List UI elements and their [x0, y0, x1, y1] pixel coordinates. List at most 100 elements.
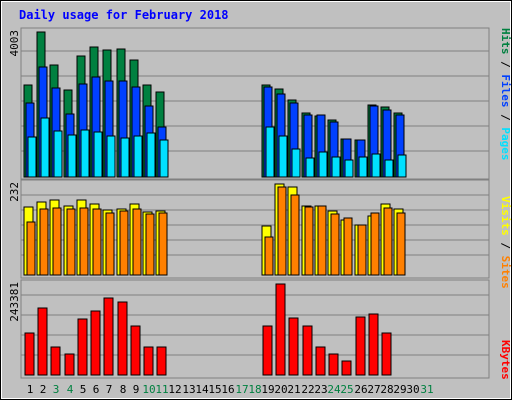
- bar-kbytes-day-9: [130, 325, 141, 376]
- bar-kbytes-day-11: [156, 346, 167, 376]
- bar-sites-day-25: [343, 217, 353, 276]
- bar-pages-day-3: [53, 130, 63, 178]
- bar-pages-day-20: [278, 135, 288, 178]
- legend-hits: Hits: [499, 28, 512, 55]
- bar-pages-day-4: [67, 134, 77, 178]
- x-label-day-13: 13: [182, 383, 195, 396]
- bar-sites-day-1: [26, 221, 36, 276]
- x-label-day-15: 15: [208, 383, 221, 396]
- bar-sites-day-24: [330, 213, 340, 276]
- bar-pages-day-26: [358, 156, 368, 178]
- chart-title: Daily usage for February 2018: [19, 8, 229, 22]
- legend-pages: Pages: [499, 127, 512, 160]
- panel-3-legend: KBytes: [499, 340, 512, 380]
- bar-sites-day-27: [370, 212, 380, 276]
- bar-sites-day-19: [264, 236, 274, 276]
- bar-kbytes-day-28: [381, 332, 392, 376]
- bar-kbytes-day-8: [117, 301, 128, 376]
- svg-text:KBytes: KBytes: [499, 340, 512, 380]
- x-label-day-30: 30: [406, 383, 419, 396]
- bar-kbytes-day-25: [341, 360, 352, 376]
- bar-kbytes-day-3: [50, 346, 61, 376]
- x-label-day-5: 5: [80, 383, 87, 396]
- panel-2-bars: [23, 183, 406, 276]
- bar-pages-day-7: [106, 135, 116, 178]
- x-axis-day-labels: 1 2 3 4 5 6 7 8 9 10 11 12 13 14 15 16 17 18 19 20 21 22 23 24 2…: [27, 383, 434, 396]
- x-label-day-23: 23: [314, 383, 327, 396]
- bar-sites-day-22: [304, 206, 314, 276]
- bar-sites-day-11: [158, 212, 168, 276]
- bar-sites-day-3: [52, 207, 62, 276]
- bar-pages-day-21: [291, 148, 301, 178]
- x-label-day-3: 3: [53, 383, 60, 396]
- bar-pages-day-22: [305, 157, 315, 178]
- x-label-day-4: 4: [67, 383, 74, 396]
- bar-sites-day-10: [145, 213, 155, 276]
- panel-2-frame: [20, 179, 490, 279]
- bar-sites-day-5: [79, 207, 89, 276]
- x-label-day-18: 18: [248, 383, 261, 396]
- bar-kbytes-day-21: [288, 317, 299, 376]
- bar-kbytes-day-26: [355, 316, 366, 376]
- x-label-day-6: 6: [93, 383, 100, 396]
- bar-pages-day-29: [397, 154, 407, 178]
- panel-1-ymax-label: 4003: [8, 30, 21, 57]
- bar-pages-day-24: [331, 156, 341, 178]
- panel-kbytes: 243381 KBytes: [8, 279, 512, 380]
- bar-sites-day-4: [66, 208, 76, 276]
- bar-kbytes-day-27: [368, 313, 379, 376]
- svg-text:Visits / Sites: Visits / Sites: [499, 196, 512, 289]
- bar-kbytes-day-5: [77, 318, 88, 376]
- bar-pages-day-2: [40, 117, 50, 178]
- x-label-day-17: 17: [235, 383, 248, 396]
- panel-1-frame: [20, 27, 490, 180]
- bar-kbytes-day-7: [103, 297, 114, 376]
- bar-sites-day-29: [396, 212, 406, 276]
- bar-pages-day-5: [80, 129, 90, 178]
- bar-kbytes-day-10: [143, 346, 154, 376]
- bar-pages-day-10: [146, 132, 156, 178]
- bar-kbytes-day-20: [275, 283, 286, 376]
- panel-1-bars: [23, 31, 407, 178]
- x-label-day-9: 9: [133, 383, 140, 396]
- bar-kbytes-day-23: [315, 346, 326, 376]
- bar-pages-day-8: [120, 137, 130, 178]
- x-label-day-19: 19: [261, 383, 274, 396]
- x-label-day-2: 2: [40, 383, 47, 396]
- bar-pages-day-11: [159, 139, 169, 178]
- panel-3-bars: [24, 283, 392, 376]
- x-label-day-27: 27: [367, 383, 380, 396]
- x-label-day-29: 29: [393, 383, 406, 396]
- panel-3-frame: [20, 279, 490, 379]
- legend-kbytes: KBytes: [499, 340, 512, 380]
- panel-hits-files-pages: 4003 Hits / Files / Pages: [8, 27, 512, 180]
- legend-visits: Visits: [499, 196, 512, 236]
- x-label-day-8: 8: [120, 383, 127, 396]
- x-label-day-21: 21: [287, 383, 300, 396]
- bar-kbytes-day-24: [328, 353, 339, 376]
- bar-sites-day-9: [132, 208, 142, 276]
- bar-pages-day-9: [133, 135, 143, 178]
- bar-kbytes-day-4: [64, 353, 75, 376]
- x-label-day-11: 11: [155, 383, 168, 396]
- bar-sites-day-20: [277, 186, 287, 276]
- x-label-day-26: 26: [354, 383, 367, 396]
- panel-1-legend: Hits / Files / Pages: [499, 28, 512, 161]
- x-label-day-22: 22: [301, 383, 314, 396]
- bar-pages-day-1: [27, 136, 37, 178]
- bar-pages-day-28: [384, 159, 394, 178]
- bar-pages-day-27: [371, 153, 381, 178]
- panel-2-legend: Visits / Sites: [499, 196, 512, 289]
- bar-pages-day-19: [265, 126, 275, 178]
- panel-visits-sites: 232 Visits / Sites: [8, 179, 512, 289]
- x-label-day-28: 28: [380, 383, 393, 396]
- panel-3-ymax-label: 243381: [8, 282, 21, 322]
- bar-pages-day-25: [344, 159, 354, 178]
- panel-2-ymax-label: 232: [8, 182, 21, 202]
- x-label-day-25: 25: [340, 383, 353, 396]
- bar-kbytes-day-19: [262, 325, 273, 376]
- bar-sites-day-2: [39, 208, 49, 276]
- bar-pages-day-23: [318, 151, 328, 178]
